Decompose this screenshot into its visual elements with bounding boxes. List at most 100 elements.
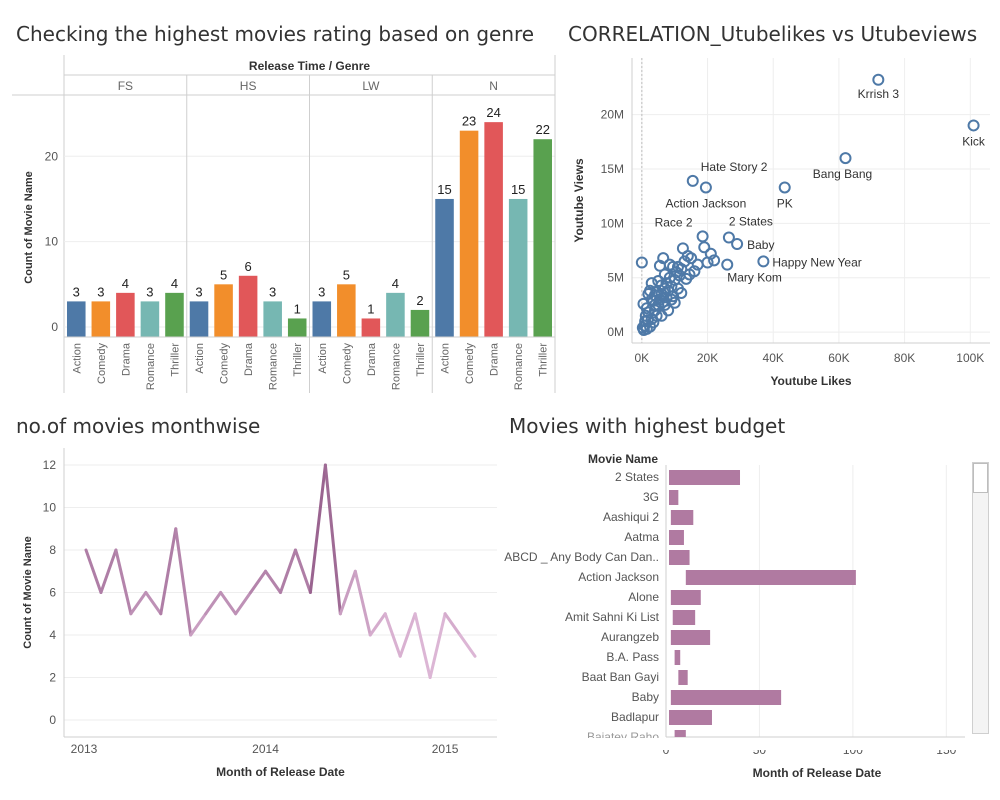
- budget-bar: [669, 710, 712, 725]
- x-tick-label: 0K: [635, 351, 650, 365]
- line-segment: [219, 591, 238, 616]
- bar-action: [189, 301, 209, 337]
- x-category-label: Drama: [366, 342, 378, 376]
- y-tick-label: 0M: [607, 325, 624, 339]
- bar-action: [435, 198, 454, 337]
- column-header: Release Time / Genre: [249, 59, 371, 73]
- scatter-point: [658, 268, 671, 281]
- x-category-label: Comedy: [341, 343, 353, 384]
- group-label: HS: [240, 79, 257, 93]
- line-segment: [279, 548, 297, 594]
- budget-bar: [669, 470, 741, 485]
- scatter-point: [731, 238, 744, 251]
- bar-value-label: 3: [269, 284, 276, 299]
- row-label: Aatma: [624, 530, 659, 544]
- scatter-point: [650, 285, 663, 298]
- bar-thriller: [287, 318, 307, 337]
- scatter-point: [667, 260, 680, 273]
- bar-drama: [238, 275, 258, 337]
- y-axis-title: Count of Movie Name: [23, 171, 35, 283]
- line-segment: [368, 612, 387, 637]
- bar-drama: [361, 318, 381, 337]
- x-category-label: Comedy: [96, 343, 108, 384]
- line-segment: [249, 569, 268, 594]
- scatter-point: [675, 286, 688, 299]
- budget-scrollbar-thumb[interactable]: [973, 463, 988, 493]
- scatter-point: [839, 152, 852, 165]
- line-segment: [458, 633, 477, 658]
- scatter-point-label: Race 2: [655, 215, 693, 229]
- scatter-point: [685, 252, 698, 265]
- group-label: FS: [118, 79, 133, 93]
- x-tick-label: 20K: [697, 351, 718, 365]
- y-tick-label: 6: [49, 586, 56, 600]
- line-segment: [353, 569, 372, 637]
- x-axis-title: Youtube Likes: [770, 374, 851, 388]
- row-label: Baby: [632, 690, 659, 704]
- x-tick-label: 80K: [894, 351, 915, 365]
- scatter-point: [640, 302, 653, 315]
- row-label: Action Jackson: [578, 570, 659, 584]
- x-category-label: Thriller: [292, 343, 304, 377]
- line-segment: [264, 569, 282, 594]
- row-label: Baat Ban Gayi: [582, 670, 659, 684]
- budget-bar: [674, 730, 686, 737]
- scatter-point: [657, 252, 670, 265]
- x-tick-label: 40K: [763, 351, 784, 365]
- row-label: Alone: [628, 590, 659, 604]
- y-tick-label: 0: [49, 713, 56, 727]
- y-tick-label: 5M: [607, 271, 624, 285]
- line-segment: [383, 612, 402, 658]
- bar-value-label: 4: [171, 276, 178, 291]
- budget-bar: [672, 610, 696, 625]
- scatter-point: [872, 73, 885, 86]
- row-header: Movie Name: [588, 452, 658, 466]
- scatter-point: [660, 291, 673, 304]
- line-segment: [129, 591, 148, 616]
- budget-bar: [685, 570, 856, 585]
- budget-scrollbar[interactable]: [972, 462, 989, 734]
- scatter-point-label: PK: [777, 196, 793, 210]
- correlation-chart-title: CORRELATION_Utubelikes vs Utubeviews: [568, 22, 978, 46]
- bar-value-label: 6: [245, 259, 252, 274]
- bar-thriller: [165, 292, 184, 337]
- bar-action: [67, 301, 86, 337]
- bar-comedy: [337, 284, 356, 337]
- budget-chart-title: Movies with highest budget: [509, 414, 786, 438]
- row-label: ABCD _ Any Body Can Dan..: [504, 550, 659, 564]
- line-segment: [189, 612, 208, 637]
- scatter-point: [635, 256, 648, 269]
- scatter-point: [662, 304, 675, 317]
- bar-value-label: 5: [343, 267, 350, 282]
- x-category-label: Thriller: [415, 343, 427, 377]
- budget-bar: [669, 530, 684, 545]
- line-segment: [308, 463, 327, 594]
- row-label: Amit Sahni Ki List: [565, 610, 660, 624]
- x-category-label: Romance: [268, 343, 280, 390]
- y-tick-label: 2: [49, 671, 56, 685]
- line-segment: [204, 591, 223, 616]
- scatter-point-label: Krrish 3: [858, 87, 900, 101]
- bar-value-label: 24: [486, 105, 500, 120]
- scatter-point: [708, 254, 721, 267]
- scatter-point-label: Bang Bang: [813, 167, 872, 181]
- y-tick-label: 10M: [601, 216, 624, 230]
- bar-value-label: 3: [97, 284, 104, 299]
- scatter-point-label: Happy New Year: [772, 255, 861, 269]
- scatter-point: [668, 296, 681, 309]
- bar-value-label: 22: [535, 122, 549, 137]
- scatter-point: [686, 174, 699, 187]
- x-axis-title: Month of Release Date: [216, 765, 345, 779]
- genre-chart-title: Checking the highest movies rating based…: [16, 22, 535, 46]
- x-category-label: Action: [71, 343, 83, 374]
- row-label: Badlapur: [611, 710, 659, 724]
- scatter-point-label: Hate Story 2: [701, 160, 768, 174]
- row-label: 2 States: [615, 470, 659, 484]
- x-category-label: Romance: [145, 343, 157, 390]
- bar-romance: [508, 198, 528, 337]
- scatter-point-label: Mary Kom: [727, 271, 782, 285]
- line-segment: [413, 612, 432, 679]
- line-segment: [338, 569, 357, 616]
- x-category-label: Action: [317, 343, 329, 374]
